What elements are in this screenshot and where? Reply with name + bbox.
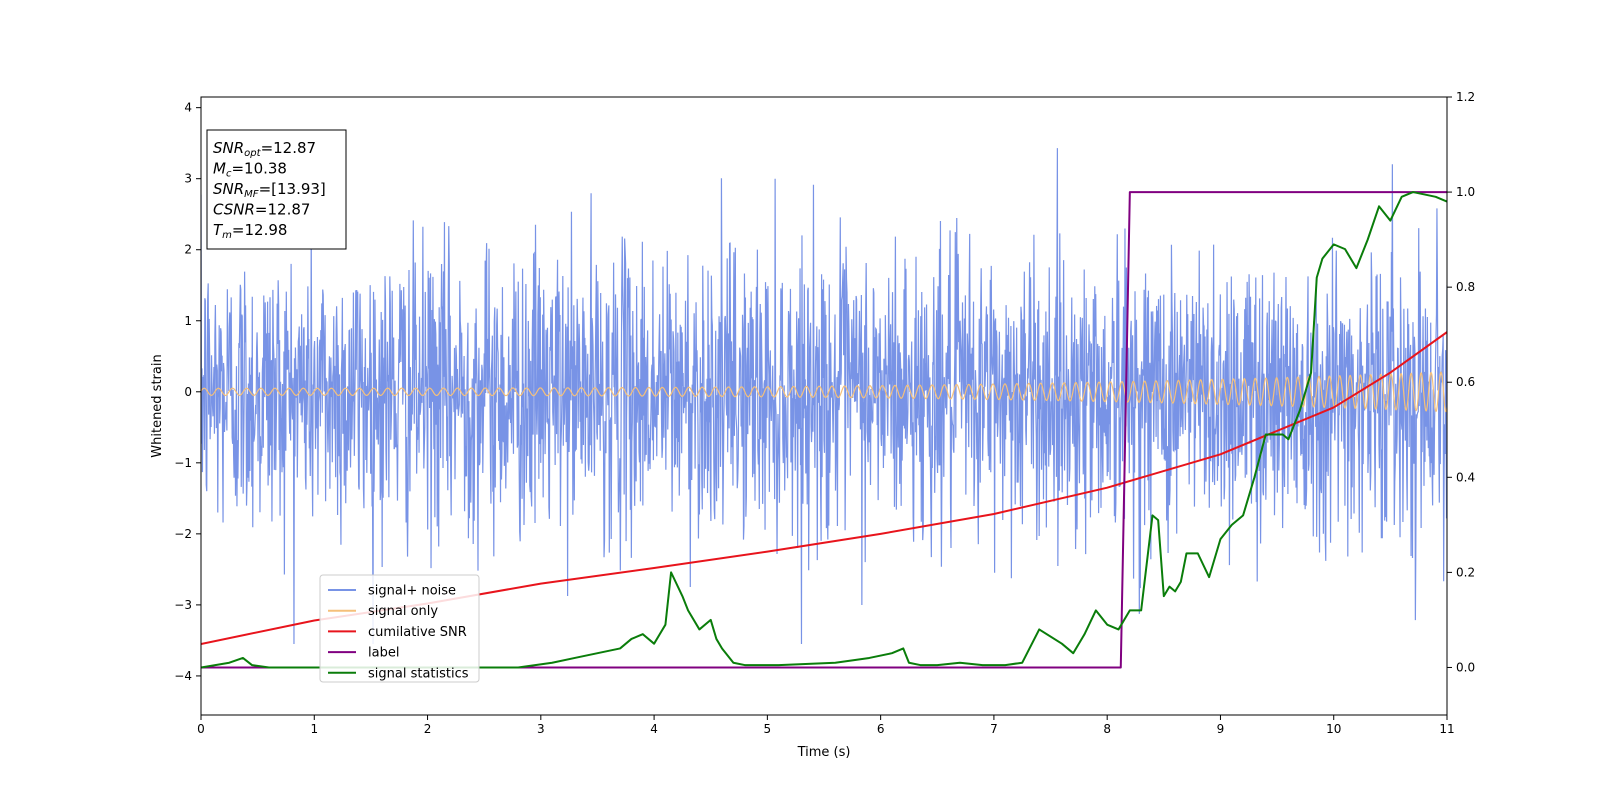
- info-line: SNRopt=12.87: [213, 139, 316, 159]
- y-left-tick-label: 3: [184, 172, 192, 186]
- x-tick-label: 9: [1217, 722, 1225, 736]
- info-line: Tm=12.98: [213, 221, 287, 241]
- info-line: CSNR=12.87: [213, 201, 310, 219]
- x-tick-label: 4: [650, 722, 658, 736]
- series-signal-only: [201, 371, 1447, 413]
- x-axis-label: Time (s): [797, 745, 851, 760]
- x-tick-label: 1: [310, 722, 318, 736]
- info-line: SNRMF=[13.93]: [213, 180, 326, 200]
- legend-label: label: [368, 646, 399, 661]
- y-axis-label: Whitened strain: [150, 354, 165, 457]
- x-tick-label: 5: [764, 722, 772, 736]
- y-left-tick-label: −1: [174, 456, 192, 470]
- y-right-tick-label: 0.0: [1456, 660, 1475, 674]
- ticks-layer: 0 1 2 3 4 5 6 7 8 9 10 11 −4 −3 −2 −1 0 1 2 3 4 0.0 0.2 0.4 0.6 0…: [174, 90, 1475, 736]
- y-right-tick-label: 0.4: [1456, 470, 1475, 484]
- y-left-tick-label: 4: [184, 101, 192, 115]
- y-left-tick-label: 2: [184, 243, 192, 257]
- y-right-tick-label: 0.2: [1456, 565, 1475, 579]
- info-box: SNRopt=12.87Mc=10.38SNRMF=[13.93]CSNR=12…: [206, 129, 347, 250]
- series-label: [201, 191, 1447, 669]
- legend-label: signal only: [368, 604, 438, 619]
- legend-frame: [319, 574, 480, 683]
- x-tick-label: 10: [1326, 722, 1341, 736]
- y-left-tick-label: 1: [184, 314, 192, 328]
- legend-label: cumilative SNR: [368, 625, 467, 640]
- y-left-tick-label: −4: [174, 669, 192, 683]
- x-tick-label: 3: [537, 722, 545, 736]
- y-left-tick-label: −3: [174, 598, 192, 612]
- series-signal-statistics: [201, 191, 1447, 669]
- legend-label: signal+ noise: [368, 584, 456, 599]
- legend: signal+ noise signal only cumilative SNR la…: [319, 574, 480, 683]
- info-line: Mc=10.38: [213, 160, 287, 180]
- info-box-frame: [206, 129, 347, 250]
- x-tick-label: 2: [424, 722, 432, 736]
- x-tick-label: 11: [1439, 722, 1454, 736]
- y-right-tick-label: 0.6: [1456, 375, 1475, 389]
- y-right-tick-label: 1.0: [1456, 185, 1475, 199]
- x-tick-label: 8: [1103, 722, 1111, 736]
- series-signal-noise: [201, 148, 1447, 644]
- y-left-tick-label: −2: [174, 527, 192, 541]
- x-tick-label: 6: [877, 722, 885, 736]
- y-left-tick-label: 0: [184, 385, 192, 399]
- y-right-tick-label: 0.8: [1456, 280, 1475, 294]
- x-tick-label: 0: [197, 722, 205, 736]
- y-right-tick-label: 1.2: [1456, 90, 1475, 104]
- legend-label: signal statistics: [368, 666, 469, 681]
- plot-frame: [200, 96, 1448, 716]
- x-tick-label: 7: [990, 722, 998, 736]
